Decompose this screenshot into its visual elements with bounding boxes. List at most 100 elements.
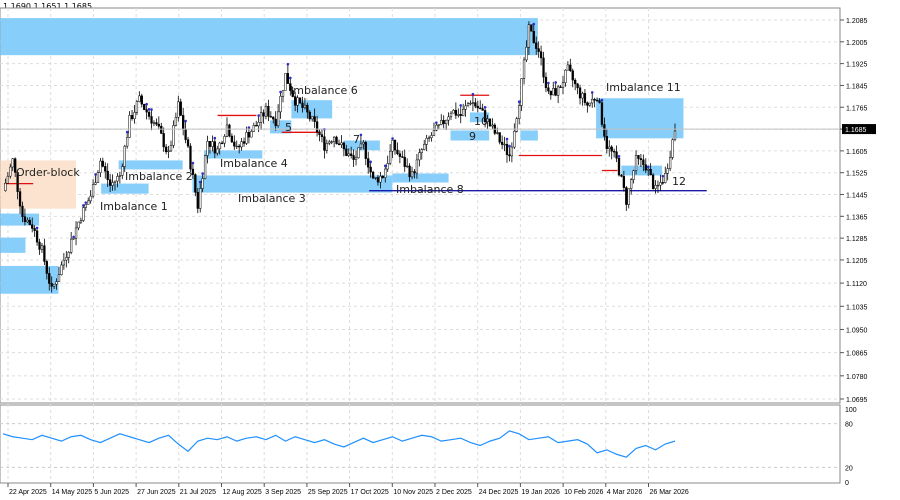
candle-body <box>201 178 204 189</box>
candle-body <box>40 245 44 250</box>
fractal-marker <box>459 104 463 107</box>
candle-body <box>595 100 599 102</box>
fractal-marker <box>547 81 550 85</box>
zone-label: 12 <box>672 175 686 188</box>
candle-body <box>99 160 102 173</box>
candle-body <box>447 116 450 121</box>
x-tick-label: 26 Mar 2026 <box>650 489 689 496</box>
candle-body <box>532 31 535 44</box>
fractal-marker <box>590 91 594 94</box>
rsi-tick-label: 0 <box>845 480 849 487</box>
fractal-marker <box>145 102 148 106</box>
candle-body <box>605 136 608 149</box>
fractal-marker <box>84 201 88 204</box>
candle-body <box>311 116 314 120</box>
candle-body <box>661 182 664 184</box>
candle-body <box>413 171 416 174</box>
candle-body <box>43 245 46 262</box>
candle-body <box>398 153 402 157</box>
candle-body <box>525 46 528 61</box>
candle-body <box>479 107 482 110</box>
candle-body <box>476 105 479 109</box>
candle-body <box>291 90 294 97</box>
candle-body <box>238 145 241 148</box>
fractal-marker <box>661 174 665 178</box>
zone-label: 5 <box>285 121 292 134</box>
candle-body <box>381 175 384 178</box>
candle-body <box>4 182 7 191</box>
candle-body <box>454 109 458 116</box>
candle-body <box>354 157 358 160</box>
candle-body <box>508 154 511 157</box>
candle-body <box>133 112 136 119</box>
fractal-marker <box>532 22 536 26</box>
fractal-marker <box>435 121 438 124</box>
zone-rect <box>118 160 183 170</box>
candle-body <box>279 96 282 113</box>
candle-body <box>632 170 635 180</box>
y-tick-label: 1.0950 <box>846 327 868 334</box>
candle-body <box>359 143 363 148</box>
y-tick-label: 1.1365 <box>846 214 868 221</box>
candle-body <box>57 274 61 282</box>
candle-body <box>518 105 521 119</box>
zone-rect <box>450 130 490 141</box>
candle-body <box>230 135 234 143</box>
candle-body <box>552 88 555 96</box>
candle-body <box>82 207 85 221</box>
candle-body <box>571 70 574 81</box>
candle-body <box>588 102 591 106</box>
candle-body <box>50 283 53 287</box>
zone-label: 7 <box>353 133 360 146</box>
candle-body <box>452 109 455 114</box>
candle-body <box>527 24 531 48</box>
candle-body <box>87 200 90 205</box>
candle-body <box>330 141 333 143</box>
candle-body <box>157 123 160 127</box>
candle-body <box>194 174 197 193</box>
x-tick-label: 3 Sep 2025 <box>265 489 301 496</box>
x-tick-label: 10 Feb 2026 <box>564 489 603 496</box>
candle-body <box>432 130 436 136</box>
fractal-marker <box>257 114 260 117</box>
candle-body <box>199 188 202 209</box>
rsi-line <box>2 430 676 458</box>
candle-body <box>459 114 462 116</box>
candle-body <box>639 158 643 160</box>
candle-body <box>617 157 621 176</box>
candle-body <box>276 111 280 127</box>
candle-body <box>91 184 95 197</box>
candle-body <box>177 101 180 118</box>
candle-body <box>298 97 302 104</box>
fractal-marker <box>471 92 475 96</box>
candle-body <box>608 146 611 149</box>
current-price-label: 1.1685 <box>845 127 867 134</box>
fractal-marker <box>517 100 521 104</box>
zone-rect <box>0 18 538 56</box>
x-tick-label: 4 Mar 2026 <box>607 489 643 496</box>
x-tick-label: 17 Oct 2025 <box>351 489 389 496</box>
candle-body <box>235 145 238 148</box>
candle-body <box>26 219 29 223</box>
candle-body <box>211 141 214 147</box>
candle-body <box>578 87 582 99</box>
candle-body <box>564 69 567 83</box>
candle-body <box>345 148 348 156</box>
fractal-marker <box>191 161 195 165</box>
main-plot-frame <box>0 7 841 404</box>
candle-body <box>668 157 672 169</box>
candle-body <box>620 174 623 177</box>
fractal-marker <box>508 144 511 148</box>
candle-body <box>65 257 68 261</box>
candle-body <box>449 112 453 118</box>
candle-body <box>520 78 523 106</box>
candle-body <box>376 177 380 183</box>
candle-body <box>116 176 119 182</box>
candle-body <box>6 175 10 184</box>
candle-body <box>403 156 406 167</box>
candle-body <box>174 117 178 126</box>
candle-body <box>642 159 645 166</box>
candle-body <box>323 136 326 151</box>
